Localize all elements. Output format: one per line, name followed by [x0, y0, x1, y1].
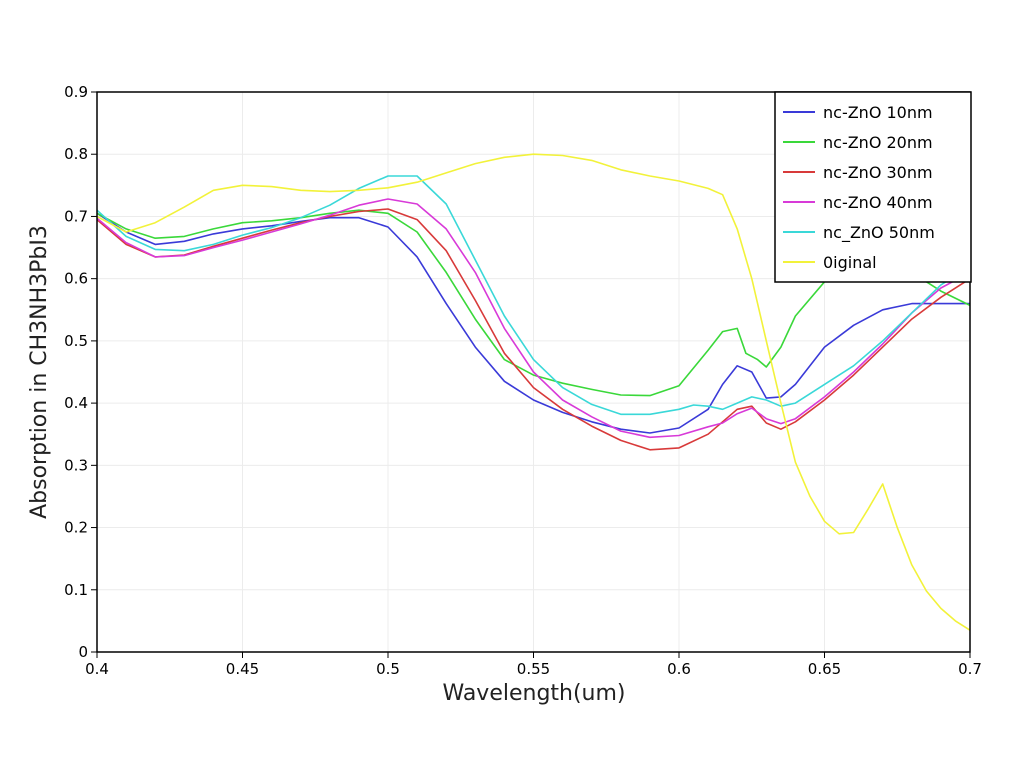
- series-line-3: [96, 198, 971, 439]
- y-tick-label: 0.7: [64, 207, 88, 225]
- x-tick-label: 0.65: [808, 660, 841, 678]
- x-tick-label: 0.5: [376, 660, 400, 678]
- legend-label: nc-ZnO 20nm: [823, 133, 933, 152]
- y-axis-title: Absorption in CH3NH3PbI3: [27, 225, 52, 519]
- x-tick-label: 0.6: [667, 660, 691, 678]
- series-line-1: [96, 209, 971, 397]
- y-tick-label: 0: [78, 643, 88, 661]
- series-lines: [96, 153, 971, 631]
- axis-ticks: 0.4 0.45 0.5 0.55 0.6 0.65 0.7 0 0.1 0.2 0.3 0.4 0.5…: [64, 83, 982, 678]
- legend-box: [774, 91, 972, 283]
- y-tick-label: 0.5: [64, 332, 88, 350]
- legend-label: nc-ZnO 40nm: [823, 193, 933, 212]
- x-tick-label: 0.4: [85, 660, 109, 678]
- y-tick-label: 0.4: [64, 394, 88, 412]
- x-axis-title: Wavelength(um): [442, 681, 625, 706]
- legend-label: 0iginal: [823, 253, 877, 272]
- legend: nc-ZnO 10nm nc-ZnO 20nm nc-ZnO 30nm nc-ZnO …: [774, 91, 972, 283]
- series-line-4: [96, 175, 971, 416]
- legend-label: nc_ZnO 50nm: [823, 223, 935, 243]
- x-tick-label: 0.55: [517, 660, 550, 678]
- series-line-2: [96, 208, 971, 451]
- y-tick-label: 0.3: [64, 456, 88, 474]
- y-tick-label: 0.2: [64, 519, 88, 537]
- y-tick-label: 0.1: [64, 581, 88, 599]
- legend-label: nc-ZnO 10nm: [823, 103, 933, 122]
- series-line-5: [96, 153, 971, 631]
- y-tick-label: 0.8: [64, 145, 88, 163]
- y-tick-label: 0.6: [64, 270, 88, 288]
- x-tick-label: 0.45: [226, 660, 259, 678]
- x-tick-label: 0.7: [958, 660, 982, 678]
- legend-label: nc-ZnO 30nm: [823, 163, 933, 182]
- y-tick-label: 0.9: [64, 83, 88, 101]
